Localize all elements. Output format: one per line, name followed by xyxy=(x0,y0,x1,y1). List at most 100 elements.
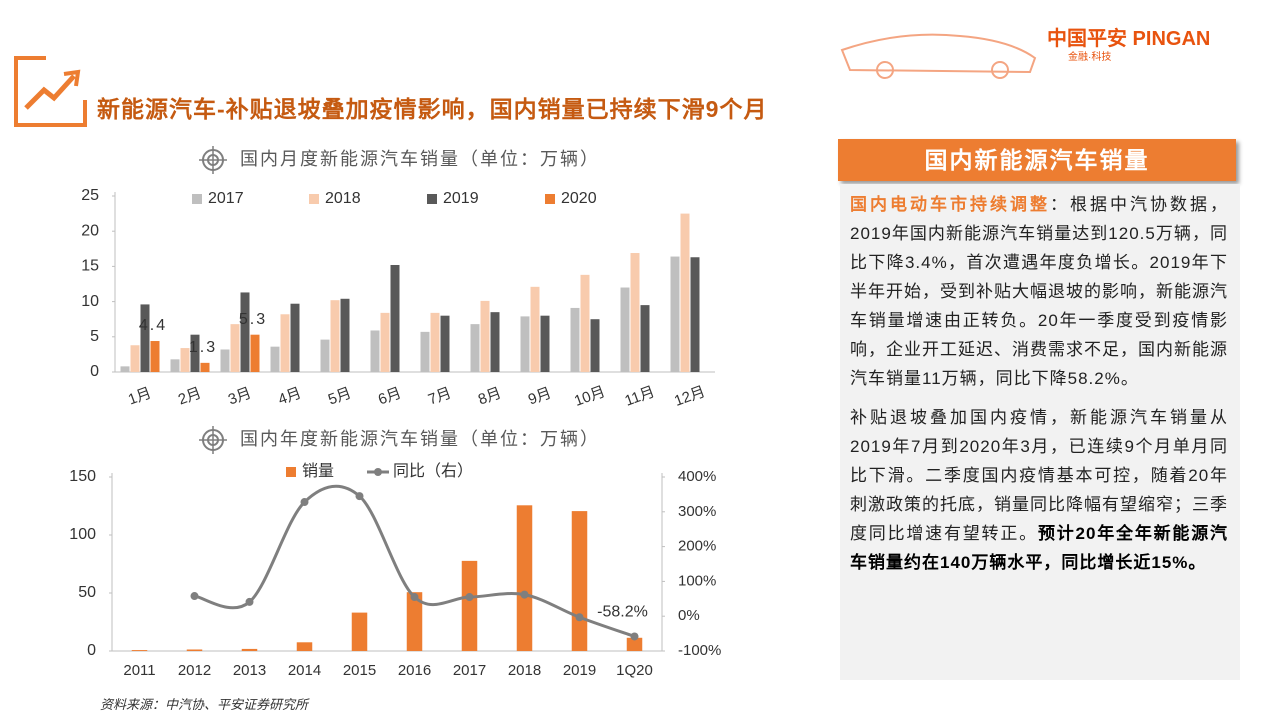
legend-swatch xyxy=(545,194,555,204)
data-label: -58.2% xyxy=(597,604,648,621)
bar xyxy=(480,300,490,372)
legend-swatch xyxy=(286,467,296,477)
bar xyxy=(680,213,690,372)
chart-title: 国内月度新能源汽车销量（单位：万辆） xyxy=(240,149,600,169)
bar xyxy=(520,316,530,372)
text-panel: 国内电动车市持续调整：根据中汽协数据，2019年国内新能源汽车销量达到120.5… xyxy=(840,184,1240,680)
bar xyxy=(241,648,258,651)
y2-tick-label: 0% xyxy=(678,607,700,624)
bar xyxy=(690,257,700,372)
bar xyxy=(406,592,423,651)
bar xyxy=(370,330,380,372)
bar xyxy=(130,345,140,372)
bar xyxy=(640,305,650,372)
bar xyxy=(320,339,330,372)
bar xyxy=(620,287,630,372)
text-segment: 预计20年全年新能源汽车销量约在140万辆水平，同比增长近15%。 xyxy=(850,524,1228,572)
x-tick-label: 2015 xyxy=(343,662,376,679)
legend-swatch xyxy=(427,194,437,204)
y-tick-label: 0 xyxy=(87,642,96,659)
x-tick-label: 2016 xyxy=(398,662,431,679)
x-tick-label: 11月 xyxy=(623,383,658,409)
bar xyxy=(186,649,203,651)
line-marker xyxy=(630,632,639,641)
x-tick-label: 2月 xyxy=(176,385,204,409)
line-marker xyxy=(190,592,199,601)
legend-swatch xyxy=(374,468,382,476)
bar xyxy=(340,298,350,372)
page-title: 新能源汽车-补贴退坡叠加疫情影响，国内销量已持续下滑9个月 xyxy=(97,96,768,122)
y-tick-label: 50 xyxy=(78,584,96,601)
bar xyxy=(470,324,480,372)
y-tick-label: 10 xyxy=(81,293,99,310)
bar xyxy=(140,304,150,372)
line-marker xyxy=(245,597,254,606)
x-tick-label: 6月 xyxy=(376,385,404,409)
text-segment: 补贴退坡叠加国内疫情，新能源汽车销量从2019年7月到2020年3月，已连续9个… xyxy=(850,408,1228,543)
legend-label: 销量 xyxy=(302,462,334,480)
x-tick-label: 7月 xyxy=(426,385,454,409)
line-marker xyxy=(300,498,309,507)
x-tick-label: 3月 xyxy=(226,385,254,409)
car-logo xyxy=(840,33,1037,79)
bar xyxy=(351,612,368,651)
line-marker xyxy=(355,492,364,501)
bar xyxy=(230,324,240,372)
y2-tick-label: 400% xyxy=(678,468,716,485)
title-icon xyxy=(199,426,227,454)
bar xyxy=(280,314,290,372)
paragraph: 补贴退坡叠加国内疫情，新能源汽车销量从2019年7月到2020年3月，已连续9个… xyxy=(850,403,1228,577)
bar xyxy=(120,366,130,372)
line-marker xyxy=(465,593,474,602)
title-icon xyxy=(14,56,87,127)
y-tick-label: 5 xyxy=(90,328,99,345)
x-tick-label: 2018 xyxy=(508,662,541,679)
bar xyxy=(170,359,180,372)
bar xyxy=(250,334,260,372)
source-note: 资料来源：中汽协、平安证券研究所 xyxy=(100,697,309,712)
x-tick-label: 5月 xyxy=(326,385,354,409)
bar xyxy=(240,292,250,372)
line-series xyxy=(194,484,635,638)
y2-tick-label: 200% xyxy=(678,538,716,555)
bar xyxy=(490,312,500,372)
bar xyxy=(516,505,533,651)
y-tick-label: 20 xyxy=(81,222,99,239)
data-label: 5.3 xyxy=(239,311,267,328)
bar xyxy=(190,334,200,372)
paragraph: 国内电动车市持续调整：根据中汽协数据，2019年国内新能源汽车销量达到120.5… xyxy=(850,190,1228,393)
bar xyxy=(220,349,230,372)
bar xyxy=(290,303,300,372)
bar xyxy=(330,300,340,372)
bar xyxy=(296,642,313,651)
bar xyxy=(180,348,190,372)
bar xyxy=(571,511,588,651)
x-tick-label: 1Q20 xyxy=(616,662,653,679)
x-tick-label: 10月 xyxy=(572,383,608,410)
bar xyxy=(200,362,210,372)
title-icon xyxy=(199,146,227,174)
y-tick-label: 100 xyxy=(69,526,96,543)
y-tick-label: 15 xyxy=(81,258,99,275)
bar xyxy=(430,312,440,372)
chart-title: 国内年度新能源汽车销量（单位：万辆） xyxy=(240,429,600,449)
bar xyxy=(380,312,390,372)
data-label: 4.4 xyxy=(139,317,167,334)
x-tick-label: 1月 xyxy=(126,385,154,409)
legend-label: 2018 xyxy=(325,190,361,207)
x-tick-label: 4月 xyxy=(276,385,304,409)
logo-sub: 金融·科技 xyxy=(1068,52,1112,63)
bar xyxy=(150,341,160,372)
bar xyxy=(270,346,280,372)
text-segment: ：根据中汽协数据，2019年国内新能源汽车销量达到120.5万辆，同比下降3.4… xyxy=(850,195,1228,388)
text-segment: 国内电动车市持续调整 xyxy=(850,195,1050,214)
y2-tick-label: 300% xyxy=(678,503,716,520)
bar xyxy=(461,560,478,651)
x-tick-label: 8月 xyxy=(476,385,504,409)
x-tick-label: 2014 xyxy=(288,662,321,679)
legend-swatch xyxy=(192,194,202,204)
y-tick-label: 150 xyxy=(69,468,96,485)
x-tick-label: 2019 xyxy=(563,662,596,679)
